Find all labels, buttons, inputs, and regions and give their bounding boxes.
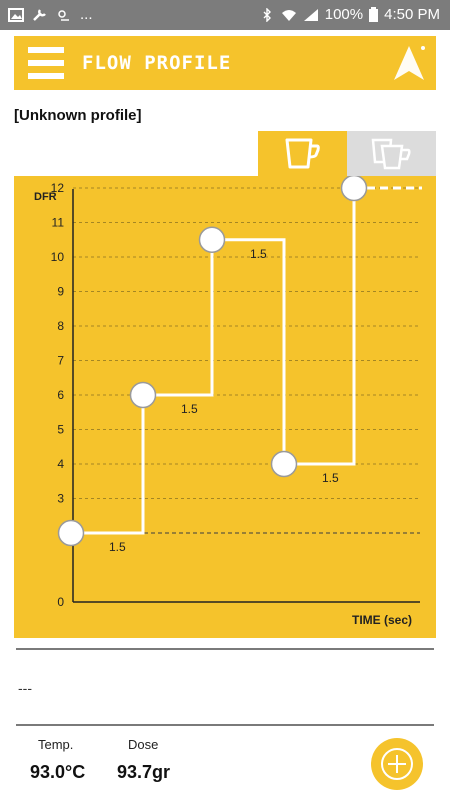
tab-double-cup[interactable] bbox=[347, 131, 436, 177]
wifi-icon bbox=[281, 9, 296, 21]
temp-label: Temp. bbox=[38, 737, 74, 752]
app-bar: FLOW PROFILE bbox=[14, 36, 436, 90]
y-axis-label: DFR bbox=[34, 191, 57, 203]
y-tick-label: 7 bbox=[57, 354, 64, 368]
y-tick-label: 5 bbox=[57, 423, 64, 437]
y-tick-label: 11 bbox=[52, 216, 65, 230]
double-cup-icon bbox=[371, 138, 411, 170]
battery-percent: 100% bbox=[324, 6, 364, 23]
flow-profile-chart: 0 3 4 5 6 7 8 9 10 11 12 DFR TIME (sec) 1.5 1.5 1.5 1.5 bbox=[14, 176, 436, 638]
status-bar: ... 100% 4:50 PM bbox=[0, 0, 450, 30]
wrench-icon bbox=[33, 8, 46, 21]
weather-icon bbox=[58, 9, 69, 21]
step-point-2 bbox=[129, 381, 157, 409]
step-point-4 bbox=[270, 450, 298, 478]
step-point-1 bbox=[57, 519, 85, 547]
divider-top bbox=[16, 648, 434, 650]
profile-description: --- bbox=[18, 680, 32, 696]
profile-name: [Unknown profile] bbox=[14, 107, 142, 124]
step-duration-label: 1.5 bbox=[250, 247, 267, 261]
arrow-logo-icon bbox=[394, 46, 425, 80]
step-duration-label: 1.5 bbox=[181, 402, 198, 416]
divider-bottom bbox=[16, 724, 434, 726]
x-axis-label: TIME (sec) bbox=[352, 613, 412, 627]
step-point-5 bbox=[340, 176, 368, 202]
step-duration-label: 1.5 bbox=[322, 471, 339, 485]
y-tick-label: 6 bbox=[57, 388, 64, 402]
app-title: FLOW PROFILE bbox=[82, 52, 232, 74]
status-overflow-text: ... bbox=[80, 6, 93, 23]
bluetooth-icon bbox=[263, 7, 271, 22]
y-tick-label: 10 bbox=[51, 250, 65, 264]
clock: 4:50 PM bbox=[384, 6, 440, 23]
y-tick-label: 3 bbox=[57, 492, 64, 506]
image-icon bbox=[8, 7, 24, 22]
hamburger-icon[interactable] bbox=[28, 47, 64, 79]
temp-value: 93.0°C bbox=[30, 762, 86, 782]
y-tick-label: 4 bbox=[57, 457, 64, 471]
y-tick-label: 9 bbox=[57, 285, 64, 299]
battery-icon bbox=[369, 7, 379, 22]
tab-single-cup[interactable] bbox=[258, 131, 347, 177]
step-point-3 bbox=[198, 226, 226, 253]
single-cup-icon bbox=[285, 138, 320, 169]
y-tick-label: 8 bbox=[57, 319, 64, 333]
plus-circle-icon bbox=[381, 748, 413, 780]
step-duration-label: 1.5 bbox=[109, 540, 126, 554]
dose-label: Dose bbox=[128, 737, 159, 752]
y-tick-label: 0 bbox=[57, 595, 64, 609]
add-button[interactable] bbox=[371, 738, 423, 790]
y-tick-label: 12 bbox=[51, 181, 65, 195]
signal-icon bbox=[303, 8, 318, 21]
dose-value: 93.7gr bbox=[117, 762, 171, 782]
